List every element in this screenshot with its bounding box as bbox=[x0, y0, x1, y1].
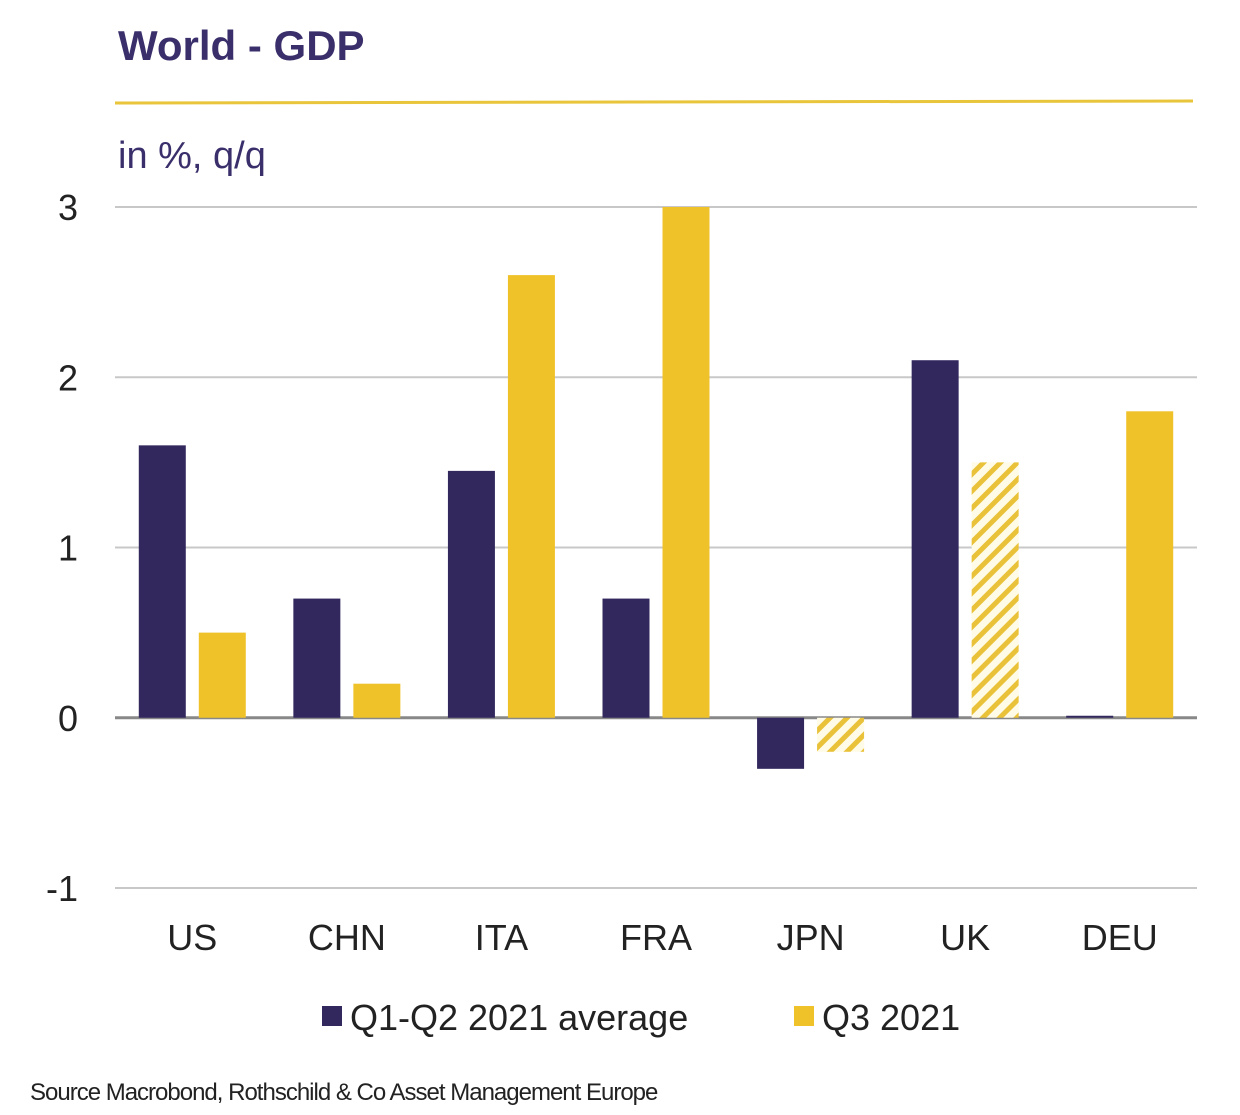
chart-title: World - GDP bbox=[118, 22, 365, 69]
y-tick-label: 0 bbox=[58, 698, 78, 739]
bar-fra-q1q2 bbox=[602, 598, 650, 718]
y-tick-label: 2 bbox=[58, 357, 78, 398]
x-tick-label: ITA bbox=[475, 917, 528, 958]
bar-us-q3 bbox=[198, 632, 246, 718]
bar-ita-q3 bbox=[507, 275, 555, 718]
bar-jpn-q3 bbox=[817, 717, 865, 752]
x-tick-label: DEU bbox=[1082, 917, 1158, 958]
bar-deu-q1q2 bbox=[1066, 715, 1114, 718]
bar-ita-q1q2 bbox=[447, 470, 495, 718]
x-tick-label: JPN bbox=[777, 917, 845, 958]
title-rule bbox=[114, 99, 1194, 105]
source-note: Source Macrobond, Rothschild & Co Asset … bbox=[30, 1079, 658, 1106]
bar-fra-q3 bbox=[662, 207, 710, 718]
bar-uk-q1q2 bbox=[911, 360, 959, 718]
bar-uk-q3 bbox=[971, 462, 1019, 718]
x-tick-label: FRA bbox=[620, 917, 692, 958]
bar-us-q1q2 bbox=[138, 445, 186, 718]
y-tick-label: -1 bbox=[46, 868, 78, 909]
bar-deu-q3 bbox=[1126, 411, 1174, 718]
legend-label-q1q2: Q1-Q2 2021 average bbox=[350, 997, 688, 1038]
x-tick-label: CHN bbox=[308, 917, 386, 958]
y-tick-label: 3 bbox=[58, 187, 78, 228]
legend-swatch-q3 bbox=[794, 1006, 814, 1026]
x-tick-label: US bbox=[167, 917, 217, 958]
legend-label-q3: Q3 2021 bbox=[822, 997, 960, 1038]
legend: Q1-Q2 2021 average Q3 2021 bbox=[322, 997, 960, 1038]
x-tick-label: UK bbox=[940, 917, 990, 958]
bar-chn-q1q2 bbox=[293, 598, 341, 718]
bar-jpn-q1q2 bbox=[757, 717, 805, 769]
legend-swatch-q1q2 bbox=[322, 1006, 342, 1026]
chart-subtitle: in %, q/q bbox=[118, 135, 266, 177]
y-tick-label: 1 bbox=[58, 528, 78, 569]
bar-chn-q3 bbox=[353, 683, 401, 718]
